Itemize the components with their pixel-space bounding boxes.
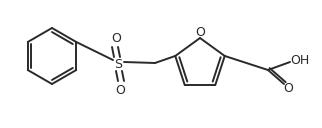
Text: S: S — [114, 57, 122, 71]
Text: O: O — [195, 25, 205, 39]
Text: OH: OH — [290, 54, 310, 67]
Text: O: O — [283, 83, 293, 95]
Text: O: O — [111, 31, 121, 45]
Text: O: O — [115, 83, 125, 97]
